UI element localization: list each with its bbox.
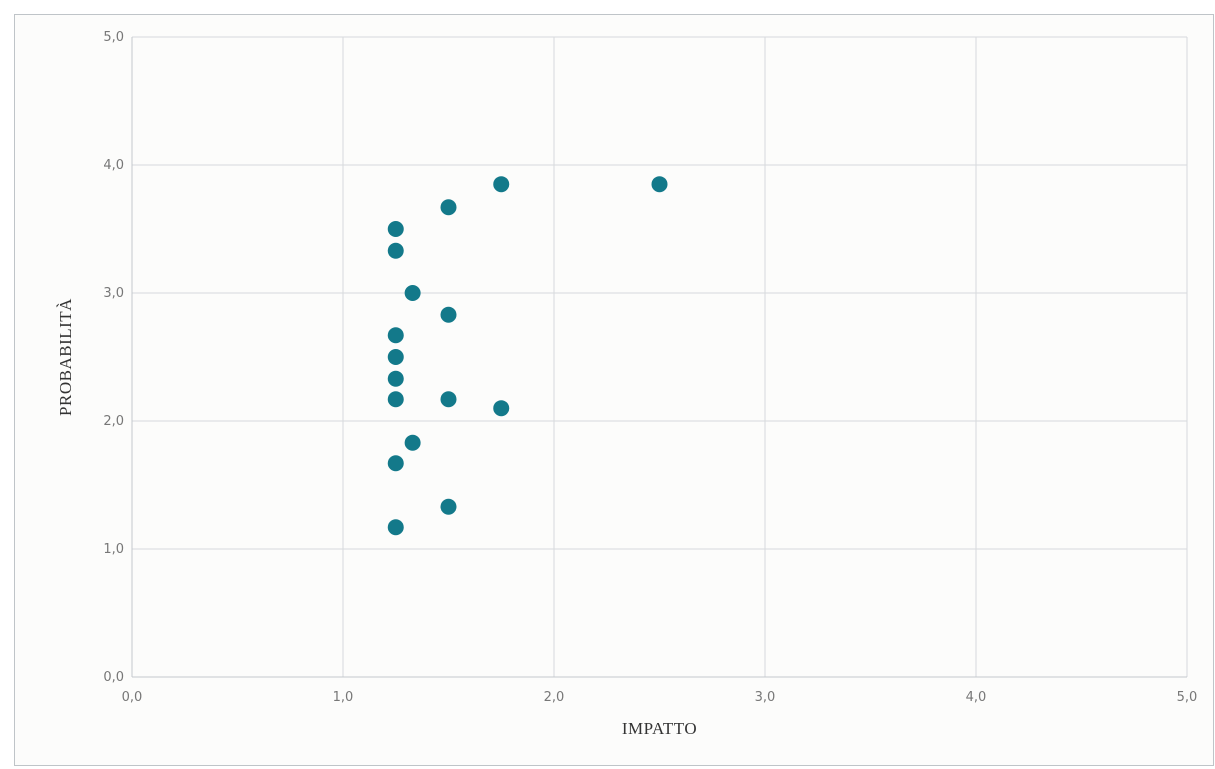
x-tick-label: 4,0 [966, 690, 987, 705]
y-tick-label: 2,0 [103, 414, 124, 429]
data-point [493, 400, 510, 417]
y-tick-label: 1,0 [103, 542, 124, 557]
chart-frame: 0,0 1,0 2,0 3,0 4,0 5,0 0,0 1,0 2,0 3,0 4,0 5,0 IMP… [14, 14, 1214, 766]
data-point [440, 199, 457, 216]
y-axis-title: PROBABILITÀ [56, 298, 75, 416]
data-point [440, 391, 457, 408]
data-point [440, 306, 457, 323]
data-point [387, 519, 404, 536]
x-axis-title: IMPATTO [622, 719, 697, 738]
x-tick-label: 2,0 [544, 690, 565, 705]
data-point [651, 176, 668, 193]
data-point [387, 455, 404, 472]
scatter-chart: 0,0 1,0 2,0 3,0 4,0 5,0 0,0 1,0 2,0 3,0 4,0 5,0 IMP… [56, 30, 1197, 738]
y-tick-label: 4,0 [103, 158, 124, 173]
x-tick-label: 1,0 [333, 690, 354, 705]
data-point [387, 370, 404, 387]
x-tick-label: 5,0 [1177, 690, 1198, 705]
data-point [387, 327, 404, 344]
y-tick-label: 3,0 [103, 286, 124, 301]
data-point [404, 434, 421, 451]
tick-labels: 0,0 1,0 2,0 3,0 4,0 5,0 0,0 1,0 2,0 3,0 4,0 5,0 [103, 30, 1197, 705]
data-point [387, 391, 404, 408]
axes [131, 37, 1187, 678]
data-point [440, 498, 457, 515]
grid-lines [132, 36, 1188, 677]
data-points [387, 176, 668, 536]
x-tick-label: 0,0 [122, 690, 143, 705]
y-tick-label: 5,0 [103, 30, 124, 45]
x-tick-label: 3,0 [755, 690, 776, 705]
data-point [387, 242, 404, 259]
data-point [404, 285, 421, 301]
data-point [387, 221, 404, 237]
data-point [387, 349, 404, 365]
y-tick-label: 0,0 [103, 670, 124, 685]
data-point [493, 176, 510, 193]
